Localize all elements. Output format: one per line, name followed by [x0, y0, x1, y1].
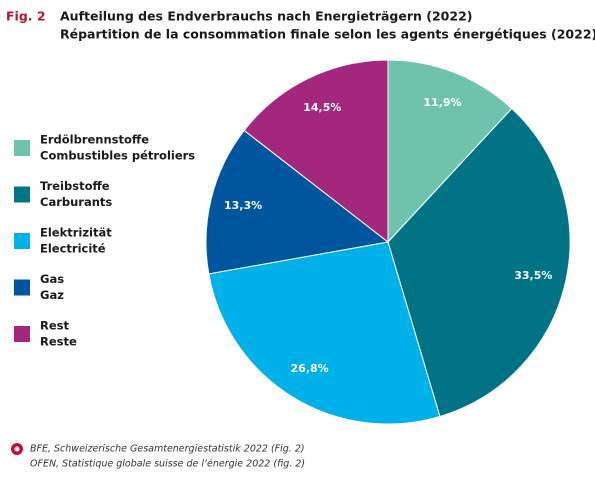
legend-swatch [14, 186, 30, 203]
legend-swatch [14, 279, 30, 296]
pie-slice [208, 241, 441, 425]
pie-slice [387, 107, 571, 418]
legend-label: Gaz [40, 288, 64, 302]
value-label: 33,5% [514, 269, 552, 282]
legend-label: Elektrizität [40, 226, 112, 240]
pie-slice [205, 129, 390, 275]
figure-label: Fig. 2 [6, 9, 46, 24]
legend-label: Treibstoffe [40, 179, 110, 193]
pie-slice [387, 59, 513, 244]
value-label: 11,9% [423, 96, 461, 109]
legend-label: Rest [40, 319, 69, 333]
source-icon-hole [14, 446, 20, 452]
legend-label: Electricité [40, 242, 106, 256]
value-label: 26,8% [291, 362, 329, 375]
source: OFEN, Statistique globale suisse de l’én… [30, 459, 305, 470]
source: BFE, Schweizerische Gesamtenergiestatist… [30, 444, 305, 455]
pie-slice [243, 59, 389, 244]
value-label: 13,3% [224, 199, 262, 212]
value-label: 14,5% [303, 101, 341, 114]
chart-subtitle: Répartition de la consommation finale se… [60, 27, 595, 42]
legend-label: Reste [40, 335, 77, 349]
legend-swatch [14, 326, 30, 342]
legend-label: Combustibles pétroliers [40, 149, 195, 163]
legend-swatch [14, 233, 30, 249]
chart-title: Aufteilung des Endverbrauchs nach Energi… [60, 9, 473, 24]
legend-label: Gas [40, 272, 64, 286]
legend-label: Erdölbrennstoffe [40, 133, 149, 147]
legend-swatch [14, 140, 30, 156]
legend-label: Carburants [40, 195, 112, 209]
